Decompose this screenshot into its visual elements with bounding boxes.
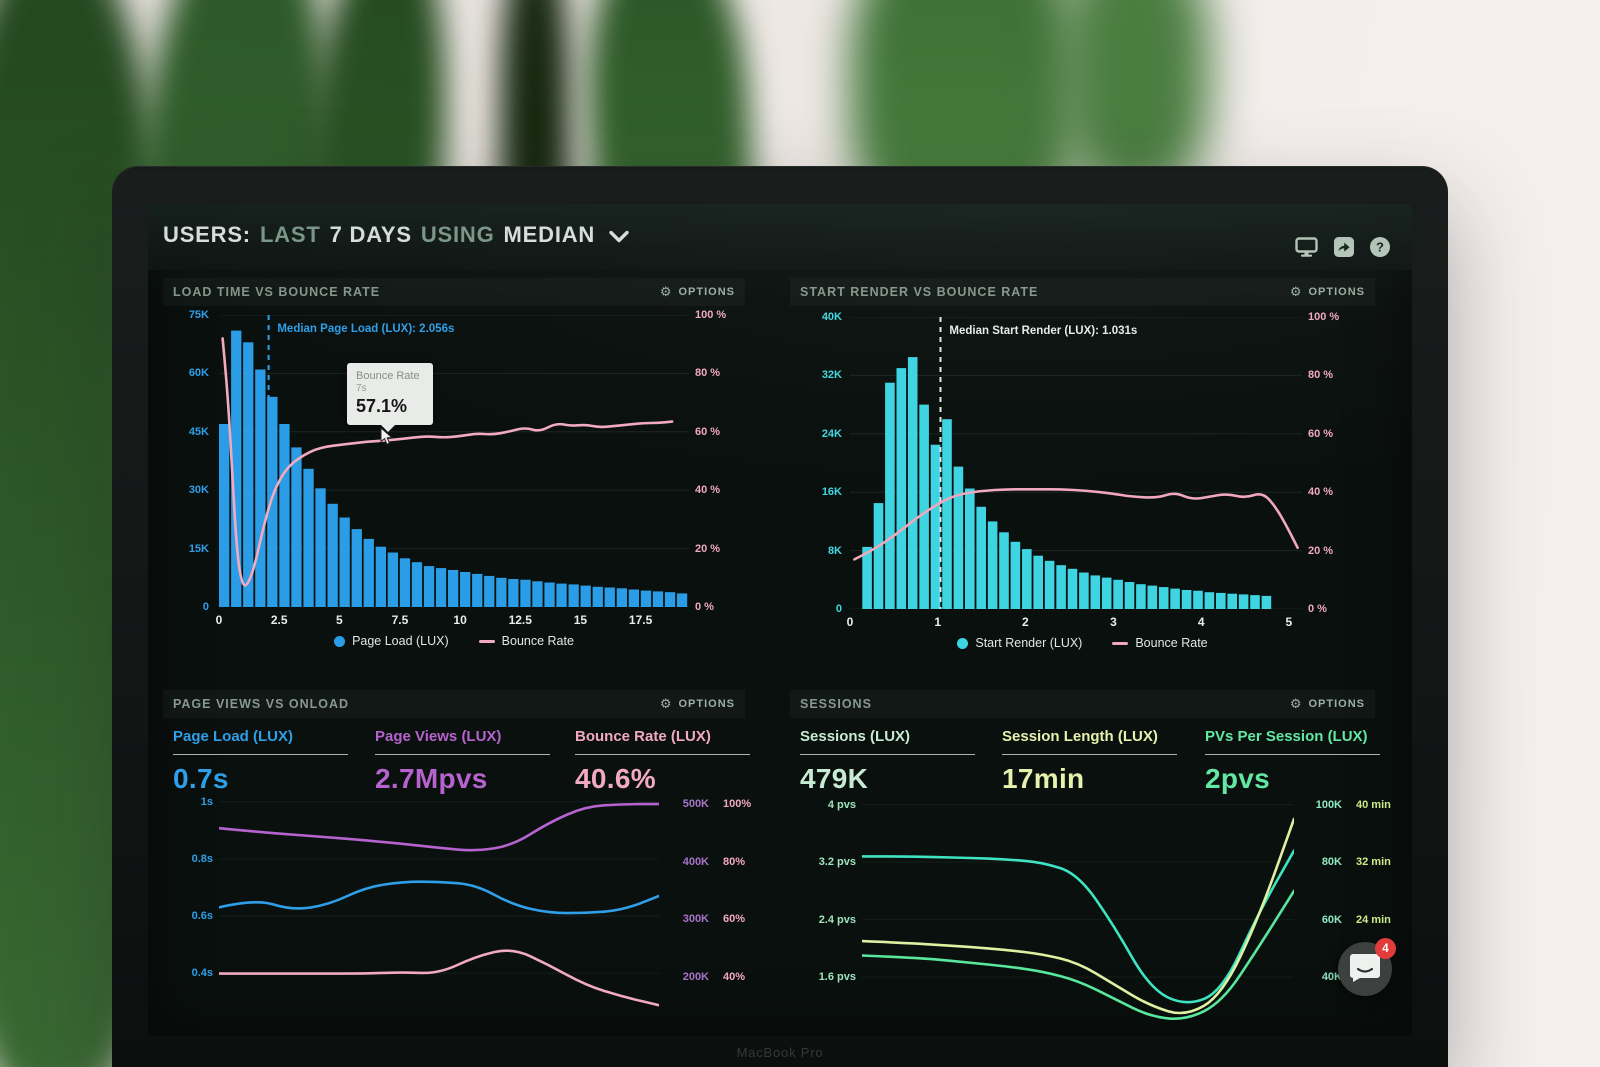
- panel-title: LOAD TIME VS BOUNCE RATE: [173, 285, 381, 299]
- display-icon[interactable]: [1295, 237, 1318, 257]
- chart-plot[interactable]: [862, 796, 1294, 1036]
- options-button[interactable]: ⚙ OPTIONS: [1289, 696, 1365, 712]
- median-annotation: Median Start Render (LUX): 1.031s: [949, 325, 1138, 337]
- chat-unread-badge: 4: [1375, 938, 1396, 959]
- chart-tooltip: Bounce Rate 7s 57.1%: [347, 363, 433, 432]
- svg-text:?: ?: [1376, 240, 1384, 255]
- median-annotation: Median Page Load (LUX): 2.056s: [277, 323, 455, 335]
- chat-bubble-icon: [1350, 954, 1380, 982]
- gear-icon: ⚙: [1289, 284, 1303, 300]
- y-axis-right: 100 % 80 % 60 % 40 % 20 % 0 %: [695, 309, 727, 613]
- chart-plot[interactable]: [219, 796, 659, 1036]
- users-range-dropdown[interactable]: USERS: LAST 7 DAYS USING MEDIAN: [163, 222, 630, 248]
- y-axis-left: 75K 60K 45K 30K 15K 0: [188, 309, 209, 613]
- y-axis-left: 1s 0.8s 0.6s 0.4s: [191, 795, 213, 980]
- metric-underline: [800, 754, 975, 755]
- options-button[interactable]: ⚙ OPTIONS: [659, 696, 735, 712]
- metric-underline: [575, 754, 750, 755]
- metric-page-views: Page Views (LUX) 2.7Mpvs: [375, 728, 565, 795]
- metric-sessions: Sessions (LUX) 479K: [800, 728, 990, 795]
- y-axis-left: 40K 32K 24K 16K 8K 0: [821, 311, 842, 615]
- legend-swatch: [1112, 641, 1129, 645]
- load-time-svg: [219, 315, 689, 607]
- y-axis-right: 100 % 80 % 60 % 40 % 20 % 0 %: [1308, 311, 1340, 615]
- help-icon[interactable]: ?: [1370, 237, 1390, 257]
- title-segment: USERS:: [163, 222, 251, 247]
- panel-load-time: LOAD TIME VS BOUNCE RATE ⚙ OPTIONS 75K 60…: [163, 278, 745, 665]
- chart-legend: Page Load (LUX) Bounce Rate: [163, 634, 745, 648]
- y-axis-right: 500K 100% 400K 80% 300K 60% 200K 40%: [682, 798, 752, 983]
- chart-legend: Start Render (LUX) Bounce Rate: [790, 636, 1375, 650]
- chart-plot[interactable]: Median Page Load (LUX): 2.056s: [219, 315, 689, 607]
- gear-icon: ⚙: [1289, 696, 1303, 712]
- panel-sessions: SESSIONS ⚙ OPTIONS Sessions (LUX) 479K S…: [790, 690, 1391, 1036]
- chart-plot[interactable]: Median Start Render (LUX): 1.031s: [850, 317, 1302, 609]
- chat-launcher-button[interactable]: 4: [1338, 938, 1396, 996]
- metric-underline: [375, 754, 550, 755]
- x-axis: 0 2.5 5 7.5 10 12.5 15 17.5: [215, 613, 653, 627]
- legend-swatch: [478, 639, 495, 643]
- panel-title: SESSIONS: [800, 697, 872, 711]
- metric-underline: [1002, 754, 1177, 755]
- metric-pvs-per-session: PVs Per Session (LUX) 2pvs: [1205, 728, 1395, 795]
- panel-title: PAGE VIEWS VS ONLOAD: [173, 697, 350, 711]
- legend-item[interactable]: Bounce Rate: [478, 634, 574, 648]
- legend-item[interactable]: Start Render (LUX): [957, 636, 1082, 650]
- gear-icon: ⚙: [659, 284, 673, 300]
- metric-underline: [173, 754, 348, 755]
- dashboard-screen: USERS: LAST 7 DAYS USING MEDIAN: [148, 204, 1412, 1036]
- metric-session-length: Session Length (LUX) 17min: [1002, 728, 1192, 795]
- legend-swatch: [334, 635, 346, 647]
- title-segment: USING: [420, 222, 495, 247]
- share-icon[interactable]: [1334, 237, 1354, 257]
- title-segment: MEDIAN: [503, 222, 596, 247]
- chevron-down-icon: [609, 230, 629, 242]
- options-button[interactable]: ⚙ OPTIONS: [659, 284, 735, 300]
- panel-header: LOAD TIME VS BOUNCE RATE ⚙ OPTIONS: [163, 278, 745, 306]
- start-render-svg: [850, 317, 1302, 609]
- laptop: USERS: LAST 7 DAYS USING MEDIAN: [112, 166, 1448, 1067]
- legend-item[interactable]: Bounce Rate: [1112, 636, 1208, 650]
- mouse-cursor: [380, 428, 394, 445]
- panel-page-views: PAGE VIEWS VS ONLOAD ⚙ OPTIONS Page Load…: [163, 690, 751, 1036]
- dashboard-header: USERS: LAST 7 DAYS USING MEDIAN: [148, 204, 1412, 270]
- title-segment: LAST: [259, 222, 321, 247]
- header-icons: ?: [1295, 237, 1390, 257]
- gear-icon: ⚙: [659, 696, 673, 712]
- page-views-svg: [219, 801, 659, 1007]
- title-segment: 7 DAYS: [329, 222, 412, 247]
- panel-header: PAGE VIEWS VS ONLOAD ⚙ OPTIONS: [163, 690, 745, 718]
- legend-item[interactable]: Page Load (LUX): [334, 634, 449, 648]
- options-button[interactable]: ⚙ OPTIONS: [1289, 284, 1365, 300]
- metric-page-load: Page Load (LUX) 0.7s: [173, 728, 363, 795]
- metric-underline: [1205, 754, 1380, 755]
- panel-start-render: START RENDER VS BOUNCE RATE ⚙ OPTIONS 40…: [790, 278, 1375, 665]
- y-axis-right: 100K 40 min 80K 32 min 60K 24 min 40K: [1315, 798, 1391, 984]
- legend-swatch: [957, 637, 969, 649]
- panel-header: SESSIONS ⚙ OPTIONS: [790, 690, 1375, 718]
- panel-title: START RENDER VS BOUNCE RATE: [800, 285, 1039, 299]
- laptop-brand-label: MacBook Pro: [736, 1045, 824, 1060]
- y-axis-left: 4 pvs 3.2 pvs 2.4 pvs 1.6 pvs: [818, 798, 856, 983]
- sessions-svg: [862, 804, 1294, 1020]
- metric-bounce-rate: Bounce Rate (LUX) 40.6%: [575, 728, 765, 795]
- panel-header: START RENDER VS BOUNCE RATE ⚙ OPTIONS: [790, 278, 1375, 306]
